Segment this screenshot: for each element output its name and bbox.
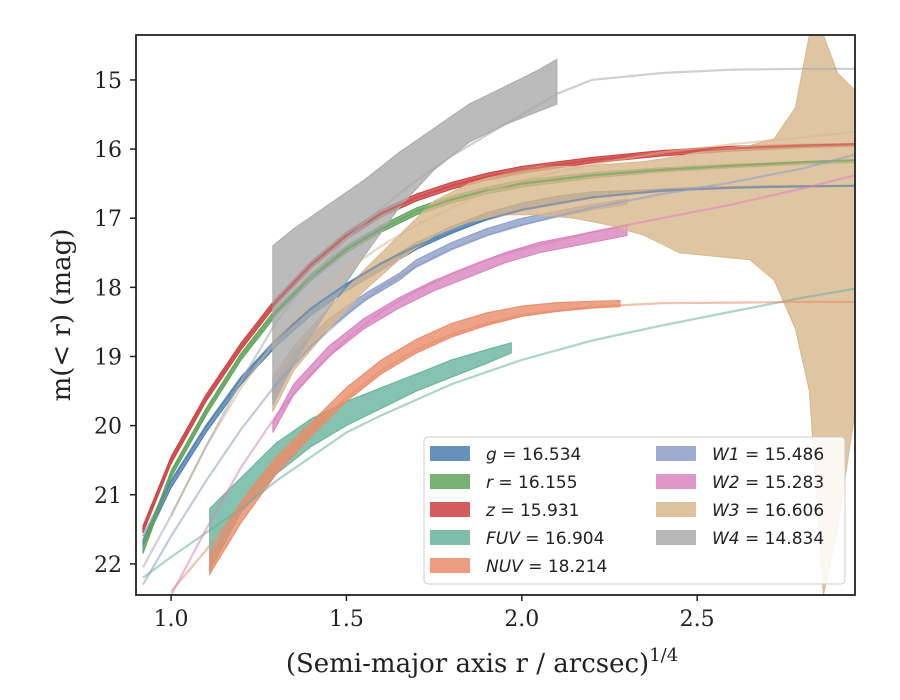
legend-label-fuv: FUV = 16.904 bbox=[486, 529, 604, 549]
y-tick-label: 17 bbox=[94, 207, 122, 232]
legend-swatch-r bbox=[430, 474, 470, 489]
x-tick-label: 1.5 bbox=[329, 607, 364, 632]
legend-label-r: r = 16.155 bbox=[486, 473, 578, 493]
y-tick-label: 20 bbox=[94, 415, 122, 440]
model-curve-w3 bbox=[170, 130, 855, 516]
band-w2 bbox=[272, 224, 628, 433]
plot-frame bbox=[135, 34, 856, 596]
model-curve-z bbox=[141, 143, 855, 530]
y-axis-ticks: 15 16 17 18 19 20 21 22 bbox=[94, 69, 136, 578]
y-axis-label: m(< r) (mag) bbox=[47, 229, 77, 402]
x-axis-ticks: 1.0 1.5 2.0 2.5 bbox=[154, 595, 715, 632]
y-tick-label: 16 bbox=[94, 138, 122, 163]
legend-label-w4: W4 = 14.834 bbox=[712, 529, 824, 549]
legend-label-z: z = 15.931 bbox=[485, 501, 579, 521]
legend-swatch-nuv bbox=[430, 558, 470, 573]
legend-box bbox=[423, 436, 846, 585]
model-curve-nuv bbox=[170, 300, 855, 593]
legend-swatch-w3 bbox=[656, 502, 696, 517]
y-tick-label: 19 bbox=[94, 345, 122, 370]
model-curve-r bbox=[141, 159, 855, 544]
band-w4 bbox=[272, 58, 558, 406]
x-tick-label: 2.0 bbox=[504, 607, 539, 632]
legend-swatch-z bbox=[430, 502, 470, 517]
model-curve-w4 bbox=[142, 67, 855, 568]
model-curves bbox=[141, 67, 855, 595]
x-axis-label: (Semi-major axis r / arcsec)1/4 bbox=[286, 645, 678, 679]
y-tick-label: 15 bbox=[94, 69, 122, 94]
model-curve-w1 bbox=[142, 153, 855, 586]
x-tick-label: 2.5 bbox=[680, 607, 715, 632]
legend-label-w2: W2 = 15.283 bbox=[712, 473, 824, 493]
legend-swatch-w1 bbox=[656, 446, 696, 461]
y-tick-label: 21 bbox=[94, 484, 122, 509]
legend-swatch-w2 bbox=[656, 474, 696, 489]
model-curve-w2 bbox=[170, 174, 855, 595]
legend-swatch-w4 bbox=[656, 530, 696, 545]
model-curve-fuv bbox=[142, 287, 855, 579]
y-tick-label: 22 bbox=[94, 553, 122, 578]
x-tick-label: 1.0 bbox=[154, 607, 189, 632]
band-nuv bbox=[209, 299, 621, 577]
legend-label-nuv: NUV = 18.214 bbox=[486, 557, 607, 577]
legend-swatch-fuv bbox=[430, 530, 470, 545]
legend-label-w1: W1 = 15.486 bbox=[712, 445, 824, 465]
legend-swatch-g bbox=[430, 446, 470, 461]
legend: g = 16.534 r = 16.155 z = 15.931 FUV = 16.9… bbox=[423, 436, 846, 585]
legend-label-w3: W3 = 16.606 bbox=[712, 501, 824, 521]
y-tick-label: 18 bbox=[94, 276, 122, 301]
legend-label-g: g = 16.534 bbox=[486, 445, 581, 465]
